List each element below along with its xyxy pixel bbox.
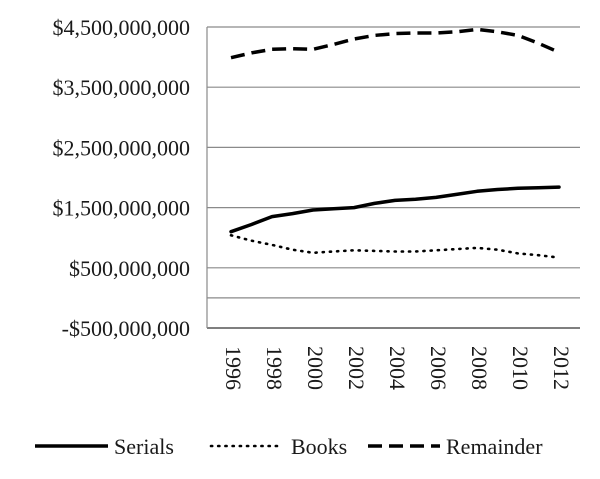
- legend-label-remainder: Remainder: [446, 434, 543, 459]
- y-axis-ticks: -$500,000,000 $500,000,000 $1,500,000,000 $…: [53, 15, 191, 341]
- legend-label-serials: Serials: [114, 434, 174, 459]
- y-tick-label: -$500,000,000: [62, 316, 190, 341]
- series-line-remainder: [230, 27, 560, 60]
- x-tick-label: 2004: [385, 346, 410, 390]
- x-axis-ticks: 1996 1998 2000 2002 2004 2006 2008 2010 2012: [221, 346, 574, 390]
- series-line-serials: [229, 185, 561, 234]
- series-line-books: [229, 234, 561, 259]
- gridlines: [207, 26, 580, 269]
- x-tick-label: 2000: [303, 346, 328, 390]
- x-tick-label: 2006: [426, 346, 451, 390]
- axes: [206, 27, 580, 329]
- legend-label-books: Books: [291, 434, 347, 459]
- x-tick-label: 2008: [467, 346, 492, 390]
- y-tick-label: $2,500,000,000: [53, 135, 191, 160]
- y-tick-label: $4,500,000,000: [53, 15, 191, 40]
- y-tick-label: $3,500,000,000: [53, 75, 191, 100]
- x-tick-label: 1996: [221, 346, 246, 390]
- x-tick-label: 2002: [344, 346, 369, 390]
- series-lines: [229, 27, 561, 259]
- y-tick-label: $500,000,000: [69, 256, 190, 281]
- x-tick-label: 2012: [549, 346, 574, 390]
- x-tick-label: 2010: [508, 346, 533, 390]
- x-tick-label: 1998: [262, 346, 287, 390]
- y-tick-label: $1,500,000,000: [53, 196, 191, 221]
- legend: Serials Books Remainder: [35, 434, 543, 459]
